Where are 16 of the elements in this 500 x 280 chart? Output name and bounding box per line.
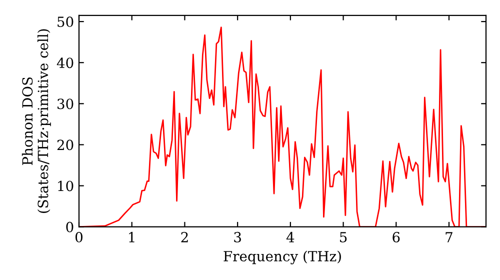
x-tick-label: 1 <box>129 232 134 242</box>
y-tick-label: 0 <box>66 222 74 232</box>
y-tick-label: 50 <box>58 16 74 28</box>
x-tick-label: 5 <box>340 232 347 242</box>
y-axis-title: Phonon DOS (States/THz·primitive cell) <box>22 29 51 213</box>
x-tick-label: 6 <box>392 232 400 242</box>
x-tick-label: 4 <box>286 232 294 242</box>
y-tick-label: 30 <box>58 98 74 110</box>
x-tick-label: 0 <box>75 232 82 242</box>
y-tick-label: 20 <box>57 140 74 150</box>
x-tick-label: 2 <box>181 232 188 242</box>
y-tick-label: 40 <box>56 58 74 68</box>
x-tick-label: 3 <box>234 232 241 242</box>
x-axis-title: Frequency (THz) <box>224 250 341 264</box>
x-tick-label: 7 <box>446 232 452 242</box>
y-tick-label: 10 <box>58 180 74 192</box>
